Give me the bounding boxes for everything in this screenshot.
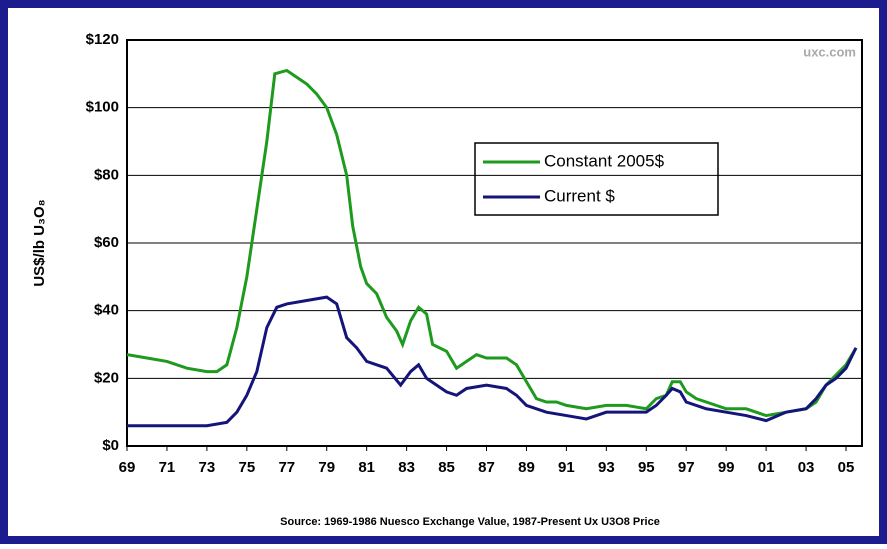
x-tick-label: 05 bbox=[838, 459, 855, 476]
x-tick-label: 03 bbox=[798, 459, 815, 476]
x-tick-label: 01 bbox=[758, 459, 775, 476]
x-tick-label: 77 bbox=[278, 459, 295, 476]
y-tick-label: $40 bbox=[94, 302, 119, 319]
series-line bbox=[127, 295, 858, 428]
x-tick-label: 87 bbox=[478, 459, 495, 476]
x-tick-label: 81 bbox=[358, 459, 375, 476]
y-axis-label: US$/lb U₃O₈ bbox=[31, 199, 48, 286]
y-tick-label: $120 bbox=[86, 31, 119, 48]
x-tick-label: 93 bbox=[598, 459, 615, 476]
legend-label: Current $ bbox=[544, 186, 615, 205]
x-tick-label: 73 bbox=[199, 459, 216, 476]
x-tick-label: 91 bbox=[558, 459, 575, 476]
x-tick-label: 95 bbox=[638, 459, 655, 476]
y-tick-label: $80 bbox=[94, 166, 119, 183]
x-tick-label: 75 bbox=[238, 459, 255, 476]
watermark: uxc.com bbox=[803, 44, 856, 59]
series-line bbox=[126, 68, 858, 418]
y-tick-label: $60 bbox=[94, 234, 119, 251]
y-tick-label: $0 bbox=[102, 437, 119, 454]
legend-label: Constant 2005$ bbox=[544, 151, 665, 170]
legend bbox=[474, 142, 719, 216]
source-note: Source: 1969-1986 Nuesco Exchange Value,… bbox=[280, 516, 660, 528]
x-tick-label: 99 bbox=[718, 459, 735, 476]
x-tick-label: 97 bbox=[678, 459, 695, 476]
x-tick-label: 79 bbox=[318, 459, 335, 476]
x-tick-label: 85 bbox=[438, 459, 455, 476]
x-tick-label: 69 bbox=[119, 459, 136, 476]
y-tick-label: $100 bbox=[86, 99, 119, 116]
y-tick-label: $20 bbox=[94, 369, 119, 386]
x-tick-label: 71 bbox=[159, 459, 176, 476]
x-tick-label: 89 bbox=[518, 459, 535, 476]
x-tick-label: 83 bbox=[398, 459, 415, 476]
